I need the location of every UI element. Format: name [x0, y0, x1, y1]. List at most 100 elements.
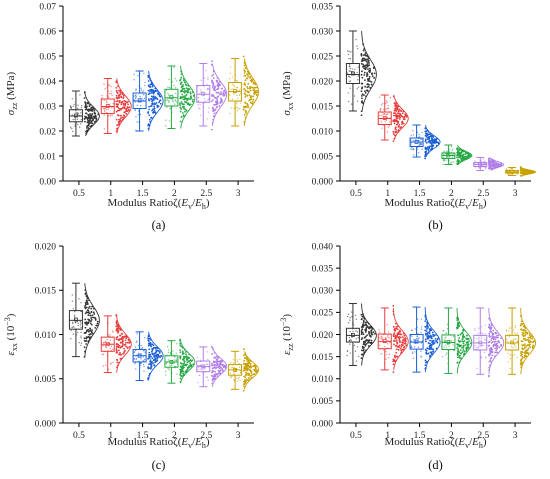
sample-point [95, 116, 97, 118]
sample-point [366, 72, 369, 74]
sample-point [430, 135, 433, 138]
density-curve [489, 157, 505, 171]
jitter-point [71, 98, 74, 100]
mean-marker [351, 333, 355, 337]
sample-point [224, 92, 227, 95]
sample-point [83, 337, 86, 340]
sample-point [520, 361, 523, 363]
jitter-point [232, 373, 235, 376]
jitter-point [351, 336, 353, 338]
sample-point [84, 120, 86, 123]
jitter-point [107, 108, 110, 110]
sample-point [83, 118, 86, 120]
sample-point [368, 75, 371, 78]
jitter-point [137, 114, 140, 116]
sample-point [361, 100, 364, 103]
sample-point [488, 360, 491, 363]
jitter-point [351, 68, 354, 70]
sample-point [87, 120, 90, 122]
sample-point [220, 91, 222, 93]
sample-point [116, 328, 119, 331]
sample-point [432, 350, 435, 353]
sample-point [153, 356, 156, 358]
mean-marker [137, 353, 142, 358]
y-tick-label: 0.010 [35, 331, 57, 341]
sample-point [426, 322, 429, 325]
jitter-point [230, 107, 233, 109]
jitter-point [380, 353, 383, 355]
jitter-point [507, 361, 509, 363]
mean-marker [201, 91, 206, 96]
sample-point [394, 345, 397, 347]
jitter-point [513, 343, 516, 345]
sample-point [126, 109, 128, 112]
sample-point [147, 111, 150, 114]
jitter-point [386, 323, 388, 326]
jitter-point [512, 346, 514, 349]
sample-point [367, 68, 369, 71]
sample-point [365, 54, 367, 57]
sample-point [524, 329, 527, 332]
jitter-point [233, 372, 235, 374]
sample-point [361, 87, 363, 90]
sample-point [465, 348, 468, 351]
sample-point [89, 113, 91, 115]
sample-point [151, 343, 154, 346]
jitter-point [515, 346, 517, 349]
sample-point [488, 161, 490, 164]
sample-point [216, 359, 219, 361]
sample-point [148, 348, 151, 351]
sample-point [493, 336, 495, 338]
sample-point [246, 94, 249, 97]
sample-point [85, 311, 88, 314]
sample-point [462, 153, 464, 156]
sample-point [123, 335, 126, 338]
jitter-point [477, 345, 480, 348]
y-tick-label: 0.015 [312, 102, 334, 112]
sample-point [116, 91, 118, 94]
sample-point [456, 147, 458, 150]
jitter-point [477, 327, 480, 329]
sample-point [247, 106, 250, 109]
sample-point [218, 372, 221, 374]
jitter-point [478, 167, 480, 169]
box-2.5 [473, 157, 505, 171]
jitter-point [207, 88, 210, 90]
sample-point [369, 334, 372, 337]
sample-point [245, 378, 248, 381]
sample-point [151, 352, 154, 355]
sample-point [151, 103, 154, 106]
sample-point [124, 339, 127, 342]
sample-point [365, 324, 368, 327]
box-2.5 [196, 345, 228, 388]
sample-point [462, 342, 465, 345]
jitter-point [167, 92, 169, 95]
box-1 [100, 78, 132, 134]
box-0.5 [345, 303, 377, 366]
sample-point [527, 347, 530, 350]
sample-point [395, 341, 398, 343]
sample-point [248, 99, 251, 102]
sample-point [373, 76, 375, 79]
density-curve [425, 124, 441, 158]
sample-point [457, 161, 459, 164]
jitter-point [421, 131, 423, 134]
sample-point [401, 343, 404, 346]
sample-point [86, 309, 89, 312]
sample-point [124, 100, 127, 103]
sample-point [214, 373, 217, 376]
sample-point [121, 100, 124, 103]
sample-point [459, 352, 462, 355]
sample-point [456, 151, 459, 154]
jitter-point [173, 103, 176, 105]
sample-point [215, 100, 217, 103]
sample-point [498, 341, 501, 344]
sample-point [433, 334, 436, 337]
sample-point [361, 328, 364, 331]
sample-point [395, 110, 398, 112]
sample-point [148, 92, 151, 95]
sample-point [153, 109, 156, 112]
jitter-point [387, 112, 389, 115]
sample-point [211, 106, 214, 109]
mean-marker [478, 340, 483, 345]
